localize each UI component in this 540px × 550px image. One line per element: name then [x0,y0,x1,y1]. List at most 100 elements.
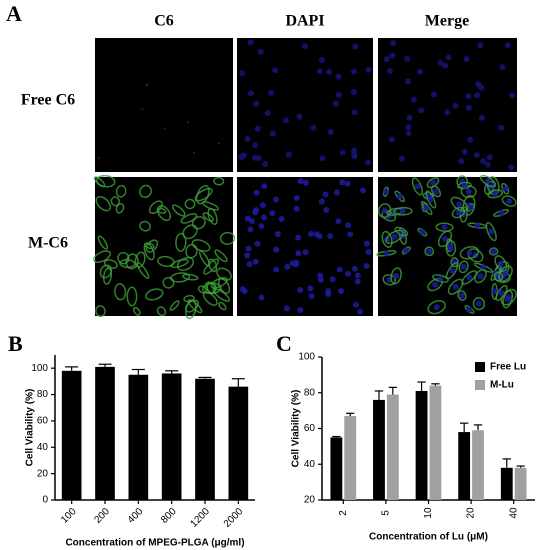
nucleus [432,281,439,288]
nucleus [351,265,358,272]
x-tick-label: 2 [338,510,349,516]
legend-swatch [475,380,485,390]
cell [110,196,121,207]
x-tick-label: 5 [381,510,392,516]
cell [483,180,495,195]
nucleus [398,155,405,162]
nucleus [430,91,437,98]
cell [156,306,167,317]
nucleus [351,109,358,116]
nucleus [297,178,304,185]
nucleus [352,43,359,50]
nucleus [405,78,412,85]
nucleus [478,114,485,121]
nucleus [254,240,261,247]
nucleus [458,292,465,299]
nucleus [474,222,481,229]
nucleus [350,68,357,75]
cell [103,259,118,269]
bar [330,437,343,500]
cell [382,274,397,286]
nucleus [498,124,505,131]
cell [187,299,203,314]
nucleus [499,64,506,71]
cell [212,287,231,302]
nucleus [269,210,276,217]
cell [157,255,175,268]
bar [386,394,399,500]
nucleus [418,107,425,114]
x-tick-label: 40 [508,507,519,519]
nucleus [269,130,276,137]
nucleus [354,278,361,285]
cell [457,290,467,301]
nucleus [365,248,372,255]
nucleus [466,274,473,281]
nucleus [414,183,421,190]
nucleus [466,249,473,256]
nucleus [296,113,303,120]
nucleus [247,226,254,233]
nucleus [318,198,325,205]
y-tick-label: 80 [37,389,49,400]
y-axis-title: Cell Viability (%) [291,390,302,468]
cell [202,291,218,306]
nucleus [239,286,246,293]
bar [228,386,249,500]
cell [485,222,497,242]
cell [162,276,175,289]
nucleus [252,258,259,265]
nucleus [307,230,314,237]
cell [393,206,413,216]
nucleus [273,266,280,273]
cell [93,250,111,264]
nucleus [274,231,281,238]
nucleus [426,248,433,255]
nucleus [308,293,315,300]
cell [450,257,459,268]
nucleus [405,124,412,131]
nucleus [293,195,300,202]
cell [115,184,127,198]
nucleus [345,222,352,229]
micrograph [237,38,373,172]
y-tick-label: 80 [304,387,316,398]
cell [498,265,513,282]
x-axis-title: Concentration of Lu (μM) [369,532,488,543]
nucleus [427,196,434,203]
x-tick-label: 1200 [188,506,212,530]
nucleus [337,288,344,295]
nucleus [239,70,246,77]
cell [194,187,213,202]
y-tick-label: 60 [37,416,49,427]
nucleus [323,207,330,214]
bar [161,373,182,500]
x-tick-label: 800 [159,506,179,526]
nucleus [461,148,468,155]
nucleus [339,149,346,156]
x-axis-title: Concentration of MPEG-PLGA (μg/ml) [65,538,244,549]
nucleus [504,296,511,303]
nucleus [316,68,323,75]
cell [143,242,155,261]
nucleus [383,56,390,63]
nucleus [485,178,492,185]
nucleus [285,151,292,158]
cell [203,258,220,275]
legend-label: Free Lu [490,362,526,373]
cell [218,301,227,311]
nucleus [382,188,389,195]
nucleus [393,272,400,279]
nucleus [350,89,357,96]
cell [458,260,469,274]
nucleus [437,275,444,282]
nucleus [502,185,509,192]
cell [208,258,218,273]
y-tick-label: 0 [42,495,48,506]
cell [488,247,499,256]
nucleus [351,153,358,160]
cell [202,201,220,211]
nucleus [433,304,440,311]
nucleus [244,252,251,259]
cell [182,224,198,240]
